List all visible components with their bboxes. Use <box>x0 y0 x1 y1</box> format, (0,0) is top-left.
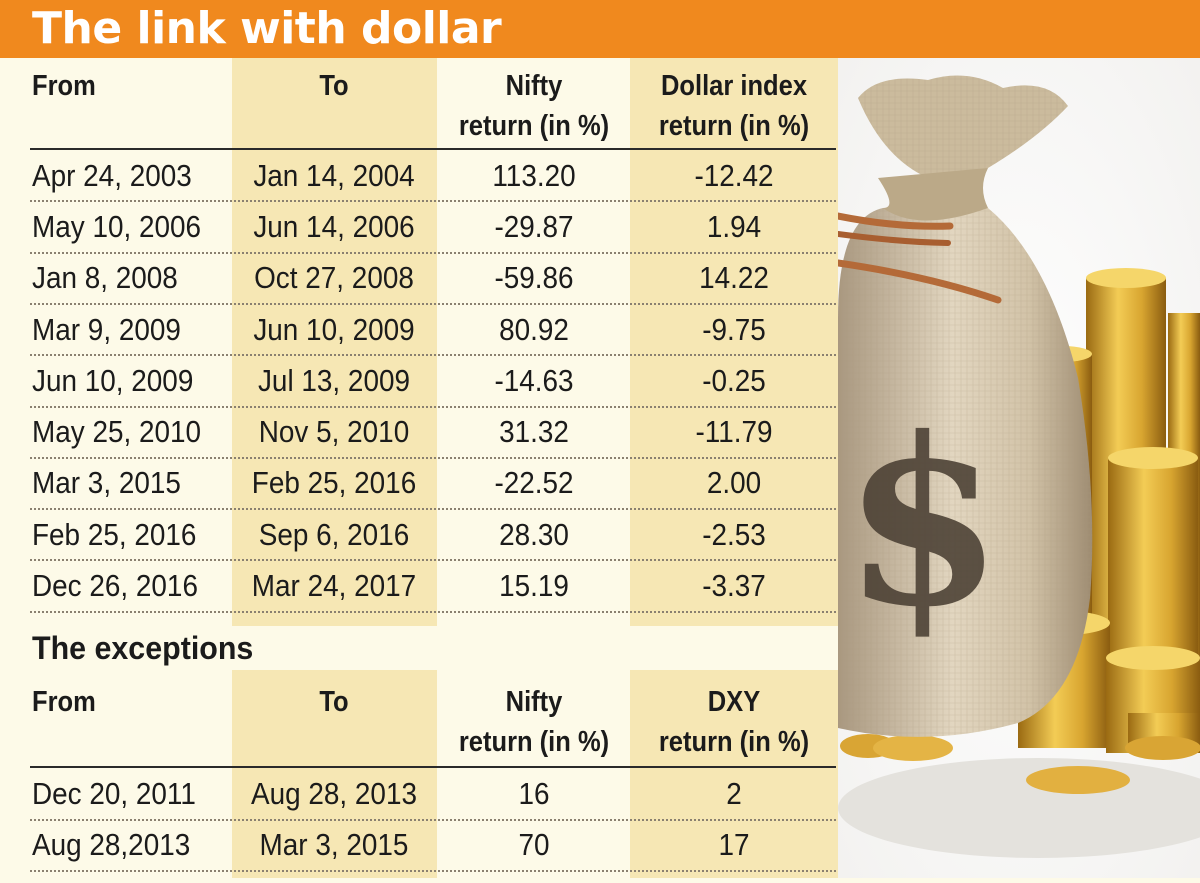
column-header: To <box>319 686 349 718</box>
column-header: Nifty <box>505 686 563 718</box>
row-divider <box>30 456 836 459</box>
table-cell: Dec 26, 2016 <box>32 568 198 604</box>
column-header: Nifty <box>505 70 563 102</box>
row-divider <box>30 559 836 562</box>
table-cell: 31.32 <box>499 414 569 450</box>
column-header: return (in %) <box>458 110 610 142</box>
row-divider <box>30 251 836 254</box>
row-divider <box>30 870 836 872</box>
column-header: To <box>319 70 349 102</box>
table-cell: -59.86 <box>494 260 574 296</box>
header-rule <box>30 766 836 768</box>
money-bag-illustration: $ <box>834 58 1200 878</box>
table-cell: 17 <box>718 827 750 863</box>
table-cell: Mar 3, 2015 <box>32 465 181 501</box>
row-divider <box>30 200 836 203</box>
table-cell: 2.00 <box>706 465 762 501</box>
row-divider <box>30 508 836 511</box>
table-cell: May 25, 2010 <box>32 414 202 450</box>
sack: $ <box>834 75 1093 737</box>
row-divider <box>30 610 836 613</box>
column-band <box>630 58 838 626</box>
table-cell: 70 <box>518 827 550 863</box>
column-header: From <box>32 70 96 102</box>
table-cell: Aug 28,2013 <box>32 827 191 863</box>
table-cell: -11.79 <box>695 414 773 450</box>
table-cell: 2 <box>726 775 742 811</box>
table-cell: Jun 10, 2009 <box>32 362 194 398</box>
table-cell: Jun 10, 2009 <box>253 311 415 347</box>
exceptions-heading: The exceptions <box>32 630 254 666</box>
table-cell: Dec 20, 2011 <box>32 775 196 811</box>
column-band <box>232 58 437 626</box>
row-divider <box>30 354 836 357</box>
table-cell: Jan 14, 2004 <box>253 157 415 193</box>
table-cell: Nov 5, 2010 <box>258 414 410 450</box>
table-cell: Sep 6, 2016 <box>258 516 410 552</box>
table-cell: -22.52 <box>494 465 574 501</box>
column-header: return (in %) <box>658 726 810 758</box>
column-header: DXY <box>707 686 761 718</box>
column-header: Dollar index <box>660 70 808 102</box>
column-band <box>630 670 838 878</box>
table-cell: 16 <box>518 775 550 811</box>
table-cell: Feb 25, 2016 <box>32 516 197 552</box>
table-cell: Mar 9, 2009 <box>32 311 181 347</box>
column-header: From <box>32 686 96 718</box>
row-divider <box>30 818 836 821</box>
table-cell: Jul 13, 2009 <box>257 362 411 398</box>
table-cell: Oct 27, 2008 <box>254 260 414 296</box>
table-cell: -0.25 <box>702 362 766 398</box>
table-cell: -29.87 <box>494 208 574 244</box>
table-cell: -2.53 <box>702 516 766 552</box>
table-cell: 1.94 <box>706 208 762 244</box>
table-cell: -12.42 <box>694 157 774 193</box>
column-band <box>232 670 437 878</box>
table-cell: Feb 25, 2016 <box>251 465 417 501</box>
table-cell: 28.30 <box>499 516 569 552</box>
table-cell: 15.19 <box>499 568 569 604</box>
header-rule <box>30 148 836 150</box>
title-bar: The link with dollar <box>0 0 1200 58</box>
table-panel: From To Nifty return (in %) Dollar index retu… <box>0 58 838 878</box>
table-cell: 14.22 <box>699 260 769 296</box>
table-cell: May 10, 2006 <box>32 208 202 244</box>
table-cell: Jun 14, 2006 <box>253 208 415 244</box>
table-cell: Aug 28, 2013 <box>250 775 417 811</box>
table-cell: -3.37 <box>702 568 766 604</box>
table-cell: Mar 24, 2017 <box>251 568 417 604</box>
table-cell: -9.75 <box>702 311 766 347</box>
table-cell: Jan 8, 2008 <box>32 260 178 296</box>
column-header: return (in %) <box>658 110 810 142</box>
page-title: The link with dollar <box>32 3 502 54</box>
row-divider <box>30 405 836 408</box>
table-cell: 113.20 <box>492 157 576 193</box>
column-header: return (in %) <box>458 726 610 758</box>
row-divider <box>30 302 836 305</box>
table-cell: Apr 24, 2003 <box>32 157 192 193</box>
money-bag-icon: $ <box>834 58 1200 878</box>
table-cell: 80.92 <box>499 311 569 347</box>
dollar-sign-icon: $ <box>843 388 1003 658</box>
table-cell: Mar 3, 2015 <box>259 827 409 863</box>
table-cell: -14.63 <box>494 362 574 398</box>
